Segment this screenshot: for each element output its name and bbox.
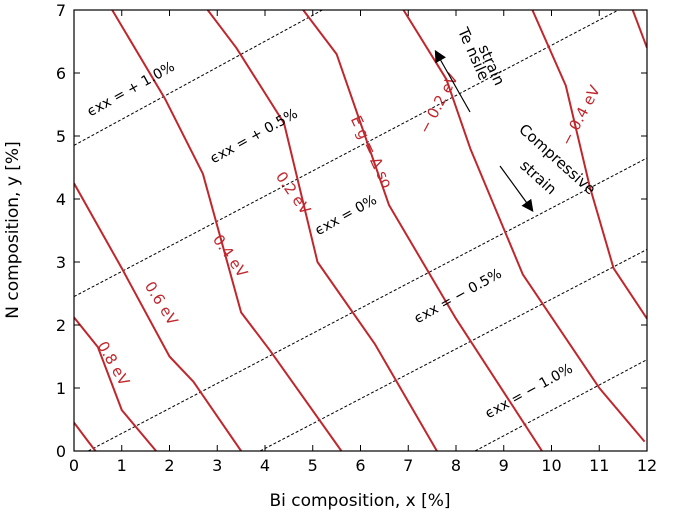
x-axis-label: Bi composition, x [%] [269,491,450,511]
label-eg-delta-so: E g = Δ so [347,113,396,191]
x-tick-label-1: 1 [117,456,127,475]
bandgap-contour-8 [631,10,647,49]
x-tick-label-11: 11 [589,456,609,475]
bandgap-contour-3 [111,10,343,451]
y-tick-label-6: 6 [56,64,66,83]
label-minus-0-4-ev: − 0.4 eV [557,82,604,149]
bandgap-contour-0 [74,421,97,451]
label-strain-minus-1-0: ϵxx = − 1.0% [483,361,576,422]
x-tick-label-3: 3 [212,456,222,475]
bandgap-contour-4 [206,10,438,451]
label-0-6-ev: 0.6 eV [141,278,182,329]
bandgap-contour-6 [402,10,646,443]
bandgap-contour-7 [531,10,647,320]
x-tick-label-0: 0 [69,456,79,475]
x-tick-label-10: 10 [541,456,561,475]
y-tick-label-2: 2 [56,316,66,335]
y-tick-label-0: 0 [56,442,66,461]
tensile-arrow [434,49,471,113]
y-tick-label-1: 1 [56,379,66,398]
strain-line-1 [74,10,619,298]
bandgap-contour-1 [74,316,157,451]
bandgap-contour-2 [74,182,242,451]
y-tick-label-3: 3 [56,253,66,272]
y-tick-label-5: 5 [56,127,66,146]
strain-lines-layer [74,10,647,451]
compressive-arrow [499,165,534,212]
label-strain-0: ϵxx = 0% [312,192,379,239]
strain-line-3 [259,248,647,451]
label-0-2-ev: 0.2 eV [272,168,315,218]
x-tick-label-2: 2 [164,456,174,475]
label-0-8-ev: 0.8 eV [94,338,134,389]
y-tick-label-7: 7 [56,1,66,20]
x-tick-label-12: 12 [637,456,657,475]
y-axis-label: N composition, y [%] [3,141,23,318]
x-tick-label-6: 6 [355,456,365,475]
x-tick-label-5: 5 [308,456,318,475]
x-tick-label-8: 8 [451,456,461,475]
strain-line-2 [88,157,647,451]
x-tick-label-7: 7 [403,456,413,475]
label-strain-minus-0-5: ϵxx = − 0.5% [412,266,505,327]
x-tick-label-4: 4 [260,456,270,475]
strain-line-4 [474,359,647,451]
strain-line-0 [74,10,323,146]
y-tick-label-4: 4 [56,190,66,209]
label-strain-plus-1-0: ϵxx = + 1.0% [85,59,178,120]
bandgap-contours-layer [74,10,647,451]
bandgap-contour-5 [302,10,543,451]
x-tick-label-9: 9 [499,456,509,475]
